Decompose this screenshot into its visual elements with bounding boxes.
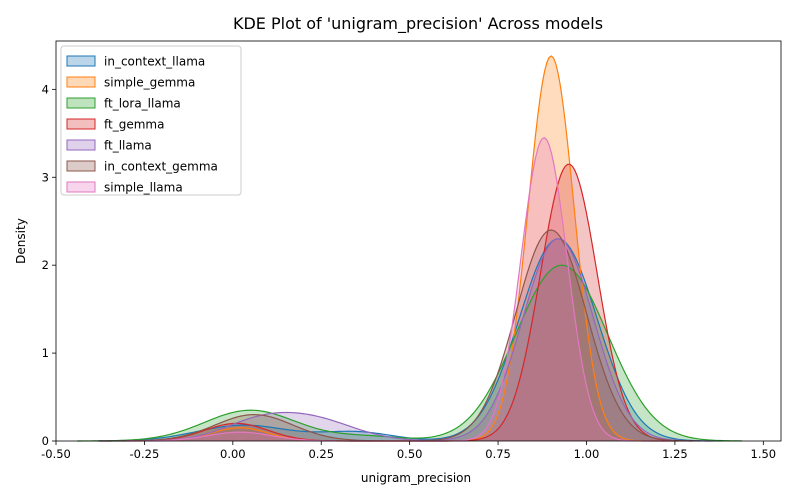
x-tick-label: 0.25 bbox=[308, 447, 334, 461]
legend-swatch bbox=[66, 76, 96, 88]
legend-swatch bbox=[66, 181, 96, 193]
legend-item-ft_gemma: ft_gemma bbox=[66, 118, 164, 132]
series-area-simple_gemma bbox=[133, 55, 679, 441]
y-axis: 0 1 2 3 4 bbox=[42, 82, 56, 448]
x-tick-label: 1.25 bbox=[662, 447, 688, 461]
chart-title: KDE Plot of 'unigram_precision' Across m… bbox=[233, 14, 603, 34]
y-tick-label: 2 bbox=[42, 258, 49, 272]
y-tick-label: 0 bbox=[42, 434, 49, 448]
legend-item-in_context_gemma: in_context_gemma bbox=[66, 160, 218, 174]
plot-areas bbox=[77, 55, 743, 441]
series-area-in_context_llama bbox=[98, 238, 721, 441]
x-tick-label: -0.25 bbox=[130, 447, 160, 461]
x-tick-label: 0.50 bbox=[397, 447, 423, 461]
legend-label: ft_lora_llama bbox=[104, 97, 181, 111]
x-tick-label: 0.75 bbox=[485, 447, 511, 461]
legend-item-in_context_llama: in_context_llama bbox=[66, 55, 205, 69]
series-area-in_context_gemma bbox=[98, 230, 700, 441]
series-area-ft_lora_llama bbox=[77, 265, 743, 441]
legend-item-simple_llama: simple_llama bbox=[66, 181, 183, 195]
legend-swatch bbox=[66, 160, 96, 172]
series-line-ft_lora_llama bbox=[77, 264, 743, 442]
axes-frame bbox=[55, 40, 782, 442]
x-tick-label: 1.50 bbox=[751, 447, 777, 461]
y-axis-label: Density bbox=[14, 218, 28, 264]
x-tick-label: -0.50 bbox=[41, 447, 71, 461]
legend-swatch bbox=[66, 97, 96, 109]
legend-swatch bbox=[66, 139, 96, 151]
series-area-ft_llama bbox=[98, 238, 714, 441]
legend-item-ft_llama: ft_llama bbox=[66, 139, 152, 153]
legend-label: simple_llama bbox=[104, 181, 183, 195]
x-tick-label: 0.00 bbox=[220, 447, 246, 461]
series-area-ft_gemma bbox=[126, 164, 693, 441]
legend-label: ft_gemma bbox=[104, 118, 164, 132]
legend-label: in_context_gemma bbox=[104, 160, 218, 174]
legend-label: simple_gemma bbox=[104, 76, 195, 90]
legend-swatch bbox=[66, 55, 96, 67]
x-axis: -0.50 -0.25 0.00 0.25 0.50 0.75 1.00 1.25 1.50 bbox=[41, 441, 776, 461]
series-area-simple_llama bbox=[126, 137, 675, 441]
legend-item-ft_lora_llama: ft_lora_llama bbox=[66, 97, 181, 111]
legend-box bbox=[60, 45, 242, 196]
x-axis-label: unigram_precision bbox=[361, 471, 471, 485]
legend: in_context_llama simple_gemma ft_lora_llam… bbox=[60, 45, 242, 196]
legend-label: ft_llama bbox=[104, 139, 152, 153]
legend-label: in_context_llama bbox=[104, 55, 205, 69]
y-tick-label: 4 bbox=[42, 82, 49, 96]
series-line-ft_llama bbox=[98, 238, 714, 442]
y-tick-label: 3 bbox=[42, 170, 49, 184]
legend-item-simple_gemma: simple_gemma bbox=[66, 76, 195, 90]
x-tick-label: 1.00 bbox=[574, 447, 600, 461]
legend-swatch bbox=[66, 118, 96, 130]
y-tick-label: 1 bbox=[42, 346, 49, 360]
